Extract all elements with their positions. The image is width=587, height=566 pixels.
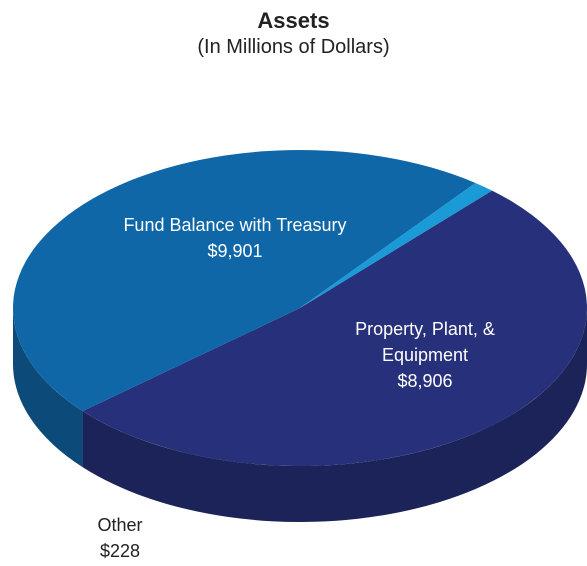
- pie-slice: [300, 182, 493, 308]
- slice-name: Fund Balance with Treasury: [123, 215, 347, 235]
- slice-label: Other $228: [60, 512, 180, 564]
- slice-name: Other: [97, 515, 143, 535]
- slice-value: $8,906: [397, 371, 453, 391]
- pie-side: [82, 308, 587, 522]
- pie-slice: [82, 190, 587, 466]
- slice-value: $9,901: [207, 241, 263, 261]
- pie-slice: [12, 149, 476, 412]
- pie-side: [13, 308, 83, 468]
- slice-label: Property, Plant, & Equipment $8,906: [338, 316, 513, 394]
- chart-subtitle: (In Millions of Dollars): [197, 36, 390, 58]
- slice-label: Fund Balance with Treasury $9,901: [75, 212, 395, 264]
- chart-title: Assets: [257, 8, 330, 33]
- slice-value: $228: [99, 541, 141, 561]
- slice-name: Property, Plant, & Equipment: [355, 319, 495, 365]
